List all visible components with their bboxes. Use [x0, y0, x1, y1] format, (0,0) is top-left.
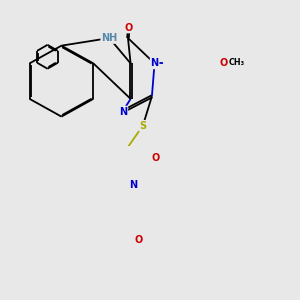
Text: O: O — [220, 58, 228, 68]
Text: N: N — [129, 180, 137, 190]
Text: O: O — [124, 22, 133, 33]
Text: N: N — [151, 58, 159, 68]
Text: O: O — [152, 153, 160, 163]
Text: O: O — [134, 235, 143, 245]
Text: S: S — [139, 121, 146, 131]
Text: CH₃: CH₃ — [229, 58, 245, 67]
Text: N: N — [119, 106, 128, 116]
Text: NH: NH — [101, 33, 118, 43]
